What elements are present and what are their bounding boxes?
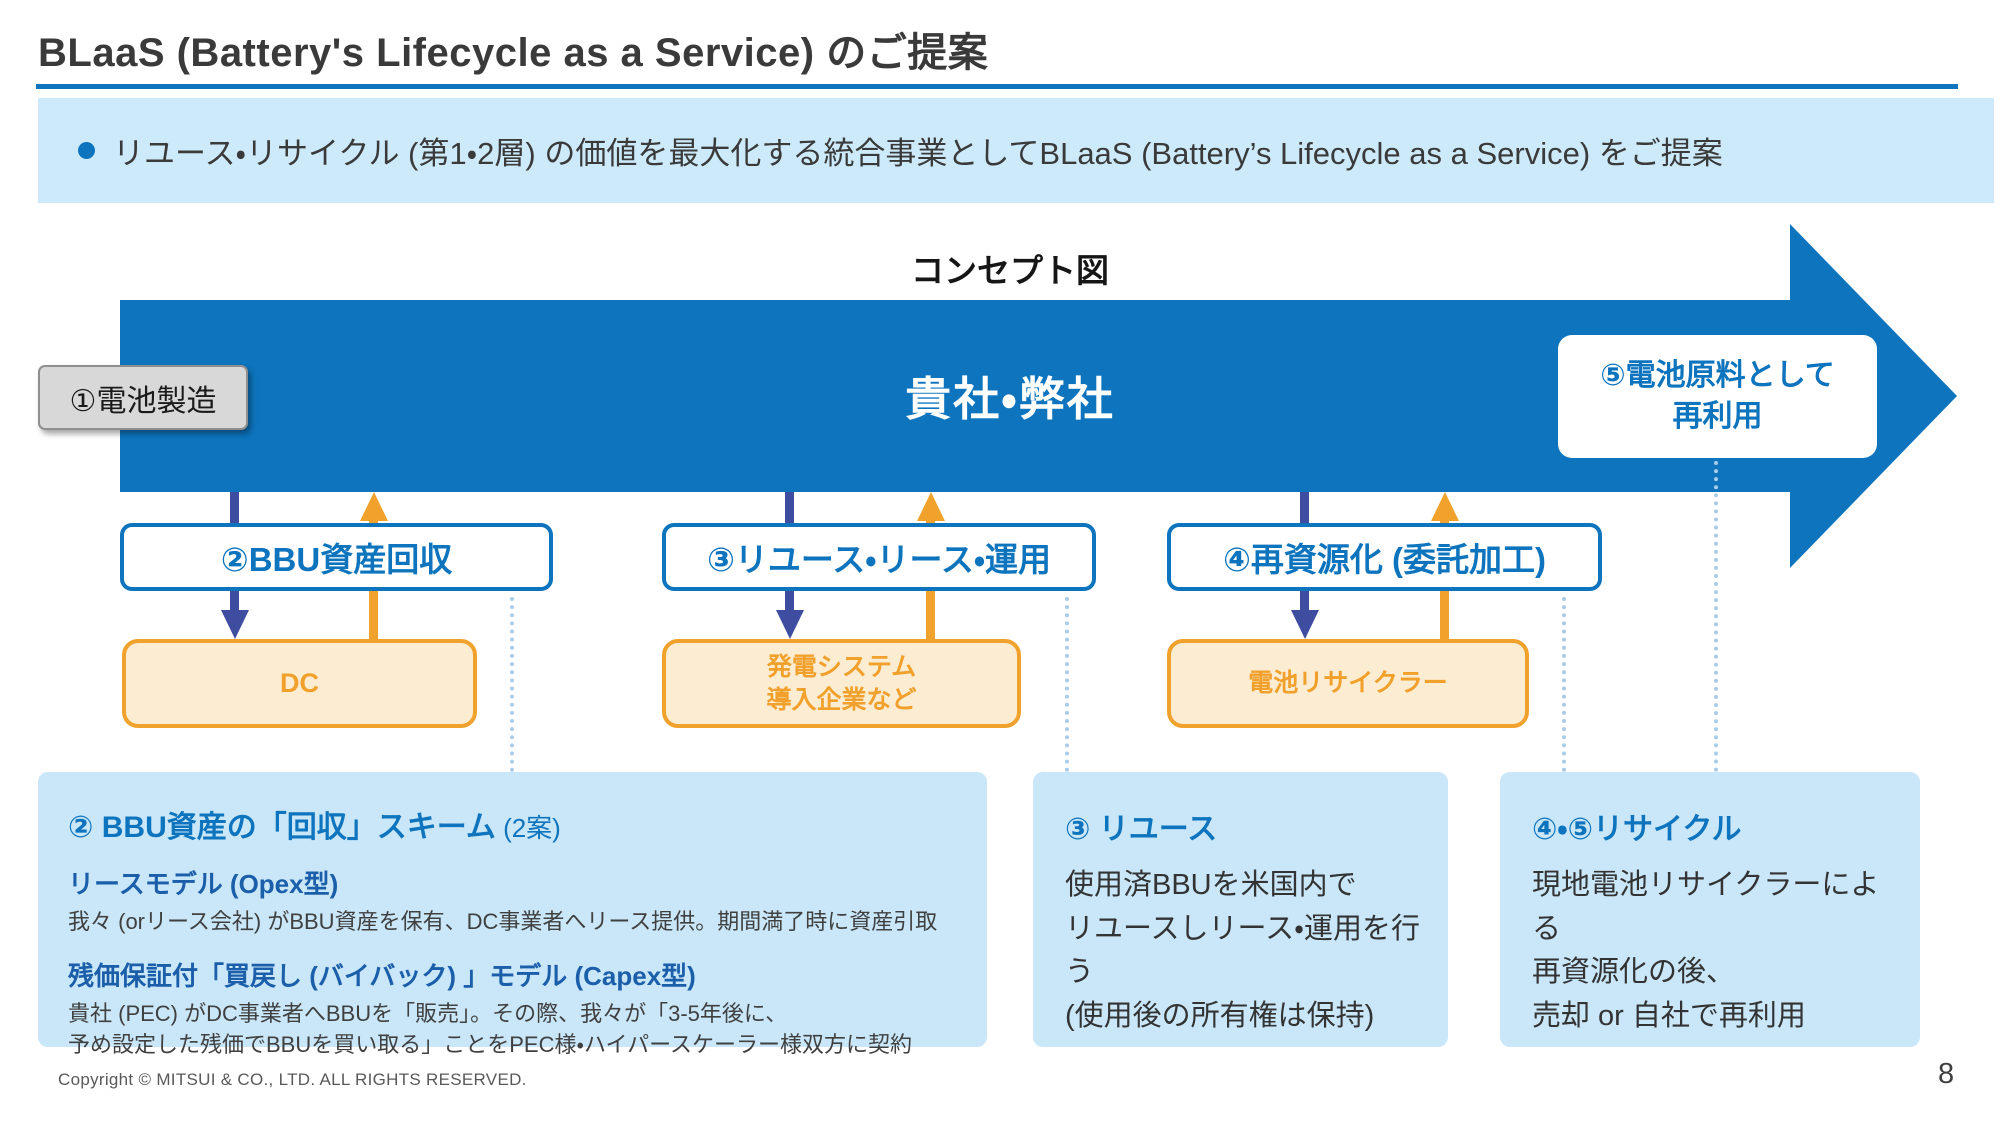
step5-label-line2: 再利用: [1672, 399, 1763, 433]
title-underline: [36, 84, 1958, 89]
panel-recovery-heading-suffix: (2案): [495, 813, 561, 843]
entity-battery-recycler-box: 電池リサイクラー: [1167, 639, 1529, 728]
down-arrow-head-1: [221, 610, 249, 639]
buyback-model-title: 残価保証付「買戻し (バイバック) 」モデル (Capex型): [68, 960, 696, 991]
entity-power-system-companies-box: 発電システム 導入企業など: [662, 639, 1021, 728]
down-arrow-head-3: [1291, 610, 1319, 639]
panel-recycle-body-line1: 現地電池リサイクラーによる: [1532, 869, 1880, 945]
step3-reuse-lease-operation-box: ③リユース・リース・運用: [662, 523, 1096, 591]
concept-diagram-heading: コンセプト図: [911, 252, 1109, 289]
buyback-model-body: 貴社 (PEC) がDC事業者へBBUを「販売」。その際、我々が「3-5年後に、…: [68, 999, 959, 1061]
step5-label-line1: ⑤電池原料として: [1600, 359, 1835, 392]
lease-model-body: 我々 (orリース会社) がBBU資産を保有、DC事業者へリース提供。期間満了時…: [68, 909, 938, 934]
panel-reuse-body-line2: リユースしリース・運用を行う: [1065, 912, 1420, 989]
lease-model-title: リースモデル (Opex型): [68, 869, 339, 899]
panel-recycle-body: 現地電池リサイクラーによる 再資源化の後、 売却 or 自社で再利用: [1532, 864, 1894, 1038]
panel-recycle: ④・⑤リサイクル 現地電池リサイクラーによる 再資源化の後、 売却 or 自社で…: [1500, 772, 1920, 1047]
main-flow-arrow-body: [120, 300, 1790, 492]
down-arrow-head-2: [776, 610, 804, 639]
summary-text: リユース・リサイクル (第1・2層) の価値を最大化する統合事業としてBLaaS…: [113, 136, 1723, 171]
entity-power-system-line1: 発電システム: [766, 653, 917, 681]
step2-bbu-recovery-box: ②BBU資産回収: [120, 523, 553, 591]
buyback-model-body-line1: 貴社 (PEC) がDC事業者へBBUを「販売」。その際、我々が「3-5年後に、: [68, 1000, 788, 1026]
page-number: 8: [1938, 1058, 1955, 1090]
page-title: BLaaS (Battery's Lifecycle as a Service)…: [38, 31, 989, 75]
step4-recycling-box: ④再資源化 (委託加工): [1167, 523, 1602, 591]
main-flow-arrow-label: 貴社・弊社: [905, 373, 1115, 425]
panel-reuse: ③ リユース 使用済BBUを米国内で リユースしリース・運用を行う (使用後の所…: [1033, 772, 1448, 1047]
panel-recycle-body-line3: 売却 or 自社で再利用: [1532, 999, 1806, 1032]
panel-recycle-heading: ④・⑤リサイクル: [1532, 813, 1742, 846]
dotted-leader-step2: [510, 597, 514, 772]
summary-banner: リユース・リサイクル (第1・2層) の価値を最大化する統合事業としてBLaaS…: [38, 98, 1994, 203]
panel-recovery-heading: ② BBU資産の「回収」スキーム (2案): [68, 802, 959, 846]
entity-power-system-line2: 導入企業など: [766, 685, 917, 714]
panel-reuse-body-line3: (使用後の所有権は保持): [1065, 999, 1375, 1032]
dotted-leader-step3: [1065, 597, 1069, 772]
dotted-leader-step4: [1562, 597, 1566, 772]
panel-reuse-heading: ③ リユース: [1065, 813, 1218, 846]
entity-dc-box: DC: [122, 639, 477, 728]
panel-recovery-heading-text: ② BBU資産の「回収」スキーム: [68, 811, 496, 844]
dotted-leader-step5: [1714, 461, 1718, 772]
panel-recycle-body-line2: 再資源化の後、: [1532, 956, 1736, 988]
bullet-icon: [78, 142, 95, 159]
up-arrow-head-3: [1431, 492, 1459, 521]
step5-reuse-as-material-box: ⑤電池原料として 再利用: [1558, 335, 1877, 458]
panel-recovery-scheme: ② BBU資産の「回収」スキーム (2案) リースモデル (Opex型) 我々 …: [38, 772, 987, 1057]
buyback-model-body-line2: 予め設定した残価でBBUを買い取る」ことをPEC様・ハイパースケーラー様双方に契…: [68, 1031, 912, 1057]
panel-reuse-body: 使用済BBUを米国内で リユースしリース・運用を行う (使用後の所有権は保持): [1065, 864, 1422, 1038]
copyright-text: Copyright © MITSUI & CO., LTD. ALL RIGHT…: [58, 1070, 527, 1089]
panel-reuse-body-line1: 使用済BBUを米国内で: [1065, 869, 1357, 901]
up-arrow-head-1: [360, 492, 388, 521]
step1-battery-manufacturing-box: ①電池製造: [38, 365, 248, 430]
up-arrow-head-2: [917, 492, 945, 521]
